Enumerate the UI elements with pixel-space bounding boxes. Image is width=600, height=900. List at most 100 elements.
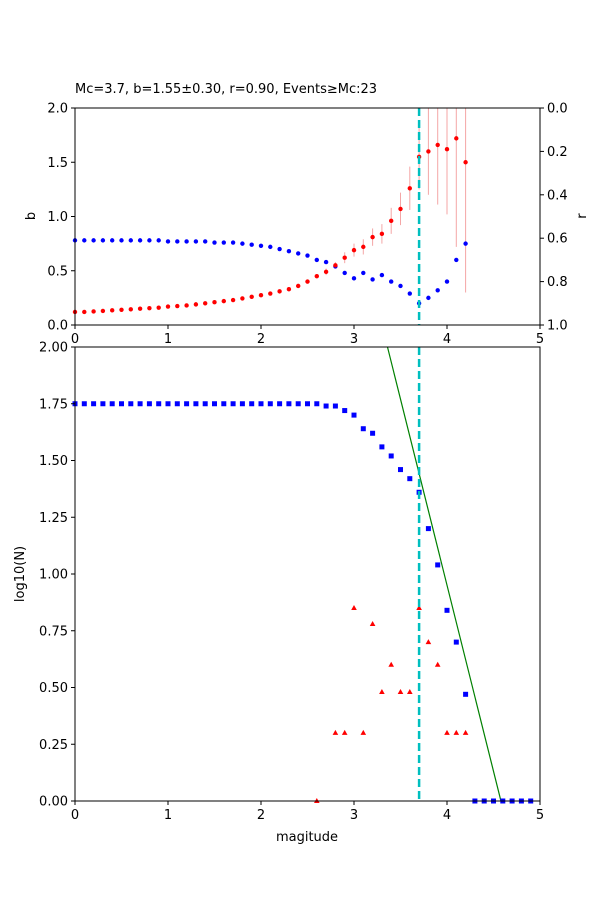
b-point: [323, 269, 329, 275]
cumulative-point: [435, 562, 441, 568]
r-point: [407, 291, 412, 296]
x-tick-label: 0: [71, 808, 79, 823]
x-tick-label: 3: [350, 332, 358, 347]
cumulative-point: [286, 401, 292, 407]
bottom-y-axis: 0.00 0.25 0.50 0.75 1.00 1.25 1.50 1.75 2.00: [39, 341, 75, 810]
top-y2-axis: 0.0 0.2 0.4 0.6 0.8 1.0: [540, 102, 568, 334]
r-point: [426, 295, 431, 301]
y-tick-label: 1.50: [39, 454, 68, 469]
x-tick-label: 5: [536, 808, 544, 823]
top-y-label: b: [24, 212, 39, 220]
cumulative-point: [398, 467, 403, 473]
y-tick-label: 1.5: [47, 156, 68, 171]
cumulative-point: [221, 401, 227, 407]
x-tick-label: 0: [71, 332, 79, 347]
b-point: [370, 234, 375, 240]
cumulative-point: [360, 426, 366, 432]
b-point: [249, 294, 254, 299]
cumulative-point: [81, 401, 87, 407]
noncumulative-point: [388, 661, 394, 667]
r-point: [249, 242, 254, 247]
b-point: [351, 247, 357, 253]
b-point: [175, 303, 180, 309]
r-point: [361, 270, 366, 276]
cumulative-point: [314, 401, 320, 407]
b-point: [240, 296, 245, 301]
cumulative-point: [388, 453, 394, 459]
b-point: [91, 309, 96, 314]
r-point: [305, 253, 310, 258]
r-point: [203, 239, 208, 244]
b-point: [314, 273, 319, 279]
x-tick-label: 4: [443, 808, 451, 823]
noncumulative-point: [444, 729, 450, 735]
cumulative-point: [342, 408, 348, 414]
noncumulative-point: [462, 729, 469, 735]
r-point: [137, 238, 143, 243]
b-point: [82, 309, 87, 315]
cumulative-point: [230, 401, 236, 407]
noncumulative-point: [341, 729, 348, 735]
b-point: [212, 300, 217, 305]
noncumulative-point: [360, 729, 367, 735]
b-point: [333, 263, 338, 268]
cumulative-point: [258, 401, 264, 407]
r-point: [175, 239, 180, 244]
y2-tick-label: 0.4: [547, 188, 568, 203]
cumulative-point: [202, 401, 208, 407]
r-point: [435, 288, 440, 293]
b-point: [100, 308, 106, 314]
r-point: [370, 277, 375, 282]
x-tick-label: 3: [350, 808, 358, 823]
r-point: [119, 238, 124, 243]
noncumulative-point: [453, 729, 460, 735]
r-point: [212, 240, 217, 245]
cumulative-point: [184, 401, 190, 407]
b-point: [184, 303, 189, 308]
cumulative-point: [453, 639, 459, 645]
b-point: [379, 231, 385, 237]
y-tick-label: 1.0: [47, 210, 68, 225]
r-point: [314, 257, 319, 263]
cumulative-point: [212, 401, 217, 407]
cumulative-point: [174, 401, 180, 407]
b-point: [147, 305, 152, 311]
top-x-axis: 0 1 2 3 4 5: [71, 325, 544, 347]
noncumulative-point: [434, 661, 441, 667]
noncumulative-point: [397, 689, 404, 695]
r-point: [240, 241, 245, 246]
cumulative-point: [109, 401, 115, 407]
y2-tick-label: 0.6: [547, 232, 568, 247]
bottom-y-label: log10(N): [13, 546, 28, 602]
r-point: [323, 259, 329, 265]
cumulative-point: [351, 412, 357, 418]
r-point: [379, 272, 385, 278]
noncumulative-point: [379, 689, 385, 695]
b-point: [426, 149, 431, 154]
bottom-x-axis: 0 1 2 3 4 5: [71, 801, 544, 823]
b-point: [258, 292, 264, 298]
cumulative-point: [193, 401, 199, 407]
b-series: [72, 136, 468, 315]
y-tick-label: 2.00: [39, 341, 68, 356]
y2-tick-label: 1.0: [547, 319, 568, 334]
cumulative-point: [379, 444, 385, 450]
top-y-axis: 0.0 0.5 1.0 1.5 2.0: [47, 102, 75, 334]
y-tick-label: 0.50: [39, 681, 68, 696]
b-point: [444, 147, 450, 152]
r-point: [165, 239, 171, 244]
b-point: [221, 298, 226, 304]
x-tick-label: 1: [164, 332, 172, 347]
r-point: [128, 238, 133, 243]
noncumulative-point: [425, 639, 432, 645]
noncumulative-point: [407, 689, 413, 695]
cumulative-point: [239, 401, 245, 407]
r-point: [91, 238, 96, 243]
b-point: [230, 297, 236, 303]
noncumulative-point: [416, 605, 422, 611]
y-tick-label: 1.00: [39, 568, 68, 583]
cumulative-point: [128, 401, 134, 407]
top-title: Mc=3.7, b=1.55±0.30, r=0.90, Events≥Mc:2…: [75, 82, 377, 97]
cumulative-point: [370, 430, 376, 436]
y2-tick-label: 0.2: [547, 145, 568, 160]
